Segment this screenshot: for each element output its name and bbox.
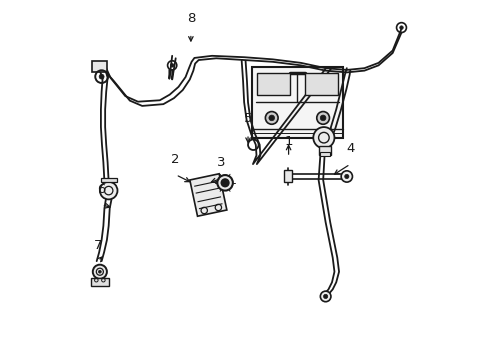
FancyBboxPatch shape xyxy=(257,73,289,95)
FancyBboxPatch shape xyxy=(319,152,329,156)
Text: 2: 2 xyxy=(171,153,180,166)
Text: 4: 4 xyxy=(346,142,354,155)
Circle shape xyxy=(341,171,352,182)
FancyBboxPatch shape xyxy=(283,171,291,183)
Circle shape xyxy=(323,294,327,298)
Text: 3: 3 xyxy=(217,156,225,170)
Circle shape xyxy=(99,74,104,79)
Text: 1: 1 xyxy=(284,135,292,148)
Circle shape xyxy=(320,115,325,121)
FancyBboxPatch shape xyxy=(319,146,330,154)
Circle shape xyxy=(100,182,117,199)
Text: 6: 6 xyxy=(97,183,105,196)
Circle shape xyxy=(220,178,229,188)
Circle shape xyxy=(93,265,107,279)
Circle shape xyxy=(399,26,403,30)
Circle shape xyxy=(313,127,334,148)
Circle shape xyxy=(268,115,274,121)
Circle shape xyxy=(217,175,232,190)
Circle shape xyxy=(344,174,348,179)
Circle shape xyxy=(170,64,174,67)
FancyBboxPatch shape xyxy=(251,67,343,138)
Text: 5: 5 xyxy=(244,112,252,125)
FancyBboxPatch shape xyxy=(101,177,117,183)
Circle shape xyxy=(320,291,330,302)
Circle shape xyxy=(265,112,278,124)
FancyBboxPatch shape xyxy=(304,73,337,95)
Text: 7: 7 xyxy=(94,239,102,252)
Circle shape xyxy=(98,270,101,273)
FancyBboxPatch shape xyxy=(90,278,109,286)
Circle shape xyxy=(316,112,329,124)
Text: 8: 8 xyxy=(186,12,195,25)
FancyBboxPatch shape xyxy=(92,61,107,72)
FancyBboxPatch shape xyxy=(189,174,226,216)
